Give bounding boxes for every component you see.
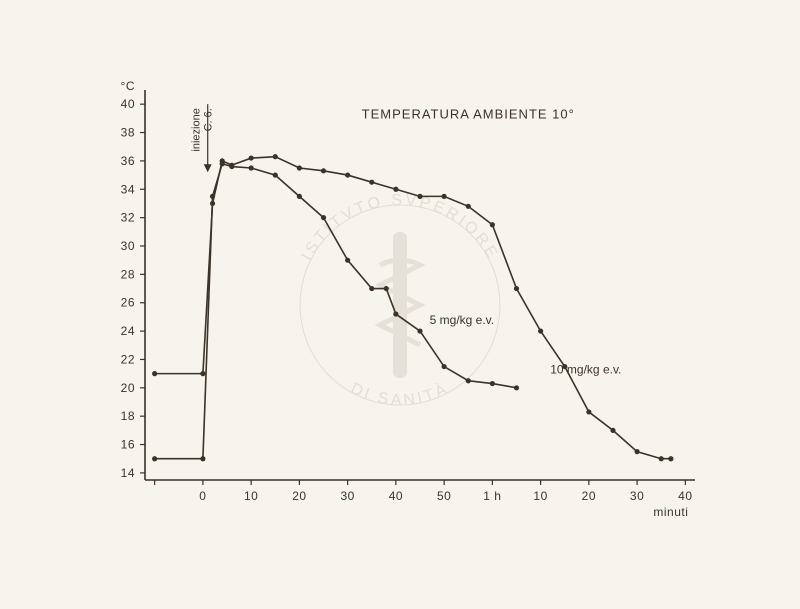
series-line-10 mg/kg e.v. <box>155 157 671 459</box>
series-point <box>514 385 519 390</box>
y-tick-label: 18 <box>121 409 135 423</box>
series-point <box>610 428 615 433</box>
series-point <box>152 456 157 461</box>
series-point <box>321 168 326 173</box>
x-tick-label: 20 <box>582 489 596 503</box>
x-tick-label: 40 <box>389 489 403 503</box>
y-tick-label: 30 <box>121 239 135 253</box>
series-point <box>417 194 422 199</box>
series-point <box>417 328 422 333</box>
y-tick-label: 16 <box>121 438 135 452</box>
series-point <box>249 155 254 160</box>
y-tick-label: 40 <box>121 97 135 111</box>
series-point <box>297 165 302 170</box>
page-root: ISTITVTO SVPERIORE DI SANITÀ 14161820222… <box>0 0 800 609</box>
y-tick-label: 14 <box>121 466 135 480</box>
y-tick-label: 26 <box>121 296 135 310</box>
y-tick-label: 32 <box>121 211 135 225</box>
x-tick-label: 10 <box>244 489 258 503</box>
y-tick-label: 20 <box>121 381 135 395</box>
series-point <box>659 456 664 461</box>
y-tick-label: 36 <box>121 154 135 168</box>
x-tick-label: 10 <box>533 489 547 503</box>
series-point <box>442 194 447 199</box>
series-point <box>586 409 591 414</box>
x-axis-label: minuti <box>653 505 688 519</box>
x-tick-label: 30 <box>630 489 644 503</box>
series-point <box>229 163 234 168</box>
series-point <box>321 215 326 220</box>
series-label: 5 mg/kg e.v. <box>430 313 494 327</box>
x-tick-label: 30 <box>340 489 354 503</box>
y-tick-label: 34 <box>121 182 135 196</box>
series-point <box>210 201 215 206</box>
x-tick-label: 20 <box>292 489 306 503</box>
y-unit-label: °C <box>121 80 135 93</box>
series-point <box>200 456 205 461</box>
y-tick-label: 28 <box>121 267 135 281</box>
injection-arrow-head <box>204 164 212 172</box>
series-point <box>384 286 389 291</box>
series-point <box>668 456 673 461</box>
series-point <box>514 286 519 291</box>
series-point <box>369 180 374 185</box>
series-point <box>345 258 350 263</box>
x-tick-label: 40 <box>678 489 692 503</box>
series-point <box>152 371 157 376</box>
chart-area: 14 16 18 20 22 24 26 28 30 32 34 36 38 40 °C 0 10 20 30 40 5… <box>90 80 710 520</box>
chart-svg: 14 16 18 20 22 24 26 28 30 32 34 36 38 40 °C 0 10 20 30 40 5… <box>90 80 710 550</box>
injection-label: iniezioneC. 6. <box>191 108 215 151</box>
series-point <box>273 154 278 159</box>
series-point <box>297 194 302 199</box>
svg-text:C. 6.: C. 6. <box>203 108 215 131</box>
series-point <box>490 222 495 227</box>
series-point <box>490 381 495 386</box>
series-point <box>249 165 254 170</box>
x-tick-label: 1 h <box>483 489 501 503</box>
y-tick-label: 24 <box>121 324 135 338</box>
series-point <box>538 328 543 333</box>
series-point <box>369 286 374 291</box>
series-point <box>466 204 471 209</box>
series-point <box>273 172 278 177</box>
series-point <box>200 371 205 376</box>
series-point <box>393 311 398 316</box>
series-point <box>635 449 640 454</box>
series-point <box>466 378 471 383</box>
series-point <box>345 172 350 177</box>
x-tick-label: 50 <box>437 489 451 503</box>
series-point <box>442 364 447 369</box>
svg-text:iniezione: iniezione <box>191 108 203 151</box>
series-label: 10 mg/kg e.v. <box>550 363 621 377</box>
x-tick-label: 0 <box>199 489 206 503</box>
chart-title: TEMPERATURA AMBIENTE 10° <box>362 106 575 121</box>
y-tick-label: 38 <box>121 126 135 140</box>
series-point <box>393 187 398 192</box>
y-tick-label: 22 <box>121 352 135 366</box>
series-line-5 mg/kg e.v. <box>155 164 517 459</box>
series-point <box>220 158 225 163</box>
